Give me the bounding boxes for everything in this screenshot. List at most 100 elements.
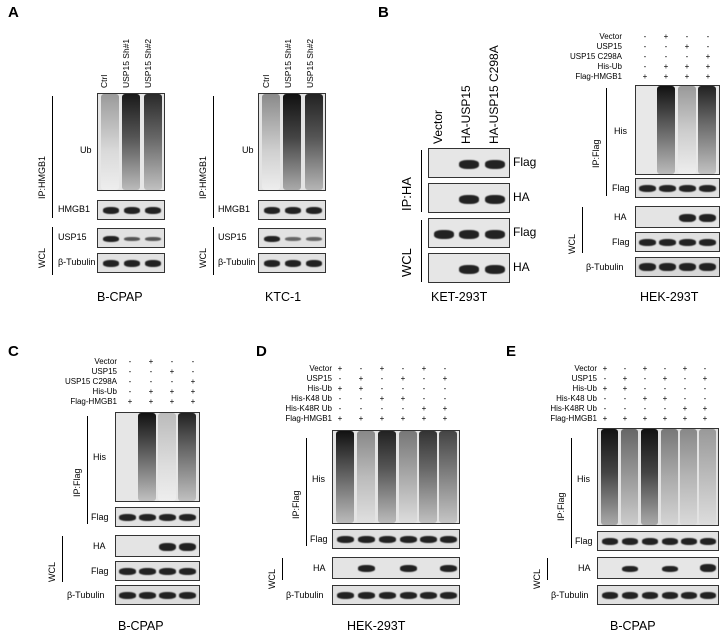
row-label-ha: HA	[614, 212, 627, 222]
bracket-wcl	[582, 207, 583, 253]
group-label-wcl: WCL	[532, 569, 542, 589]
lane-label: HA-USP15	[459, 85, 473, 144]
bracket-wcl	[52, 227, 53, 275]
blot-usp15	[97, 228, 165, 248]
blot-flag	[332, 529, 460, 549]
condition-row: Vector - + - -	[94, 357, 195, 366]
blot-his	[635, 85, 720, 175]
row-label-tubulin: β-Tubulin	[218, 257, 256, 267]
blot-tubulin	[332, 585, 460, 605]
blot-ub	[97, 93, 165, 191]
bracket-ip	[421, 150, 422, 212]
caption: B-CPAP	[610, 619, 656, 633]
blot-flag	[115, 507, 200, 527]
caption: KTC-1	[265, 290, 302, 304]
blot-tubulin	[115, 585, 200, 605]
row-label-his: His	[614, 126, 627, 136]
row-label-usp15: USP15	[58, 232, 87, 242]
panel-b-letter: B	[378, 4, 389, 21]
condition-row: USP15 C298A - - - +	[569, 52, 711, 61]
blot-his	[597, 428, 719, 526]
blot-ha	[332, 557, 460, 579]
caption: B-CPAP	[97, 290, 143, 304]
lane-label: USP15 Sh#2	[143, 38, 153, 88]
row-label-hmgb1: HMGB1	[218, 204, 251, 214]
row-label-ha: HA	[513, 190, 530, 204]
condition-row: USP15 - + - + - +	[571, 374, 708, 383]
row-label-hmgb1: HMGB1	[58, 204, 91, 214]
blot-flag	[635, 178, 720, 198]
condition-row: USP15 - - + -	[596, 42, 710, 51]
condition-row: His-K48 Ub - - + + - -	[556, 394, 707, 403]
lane-label: Ctrl	[99, 74, 109, 88]
group-label-wcl: WCL	[198, 248, 208, 268]
condition-row: Vector - + - -	[599, 32, 710, 41]
blot-ha	[597, 557, 719, 579]
blot-tubulin	[258, 253, 326, 273]
blot-usp15	[258, 228, 326, 248]
caption: KET-293T	[431, 290, 488, 304]
bracket-wcl	[421, 220, 422, 282]
blot-wcl-flag	[428, 218, 510, 248]
lane-label: HA-USP15 C298A	[487, 45, 501, 144]
panel-c-letter: C	[8, 343, 19, 360]
blot-ip-flag	[428, 148, 510, 178]
bracket-ip	[213, 96, 214, 218]
row-label-flag: Flag	[513, 225, 537, 239]
blot-flag	[597, 531, 719, 551]
row-label-ub: Ub	[80, 145, 92, 155]
bracket-ip	[87, 416, 88, 524]
caption: HEK-293T	[347, 619, 406, 633]
group-label-ip: IP:Flag	[591, 139, 601, 168]
row-label-ha: HA	[578, 563, 591, 573]
row-label-flag: Flag	[91, 512, 109, 522]
condition-row: Flag-HMGB1 + + + + + +	[285, 414, 448, 423]
group-label-wcl: WCL	[567, 234, 577, 254]
row-label-usp15: USP15	[218, 232, 247, 242]
lane-label: USP15 Sh#1	[283, 38, 293, 88]
condition-row: His-K48R Ub - - - - + +	[285, 404, 448, 413]
row-label-flag: Flag	[575, 536, 593, 546]
row-label-flag: Flag	[612, 183, 630, 193]
blot-hmgb1	[97, 200, 165, 220]
bracket-wcl	[62, 536, 63, 582]
group-label-ip: IP:Flag	[556, 492, 566, 521]
blot-his	[332, 430, 460, 524]
bracket-wcl	[547, 558, 548, 580]
panel-a-letter: A	[8, 4, 19, 21]
row-label-ha: HA	[313, 563, 326, 573]
condition-row: His-Ub + + - - - -	[572, 384, 707, 393]
blot-tubulin	[635, 257, 720, 277]
condition-row: His-K48 Ub - - + + - -	[291, 394, 447, 403]
row-label-tubulin: β-Tubulin	[586, 262, 624, 272]
bracket-ip	[606, 88, 607, 196]
group-label-ip: IP:Flag	[72, 468, 82, 497]
blot-wcl-ha	[428, 253, 510, 283]
group-label-ip: IP:HA	[399, 177, 414, 211]
caption: HEK-293T	[640, 290, 699, 304]
blot-hmgb1	[258, 200, 326, 220]
bracket-ip	[52, 96, 53, 218]
blot-ha	[115, 535, 200, 557]
condition-row: USP15 - + - + - +	[306, 374, 448, 383]
row-label-his: His	[312, 474, 325, 484]
row-label-flag: Flag	[513, 155, 537, 169]
blot-wcl-flag	[635, 232, 720, 252]
group-label-wcl: WCL	[267, 569, 277, 589]
group-label-wcl: WCL	[47, 562, 57, 582]
row-label-ub: Ub	[242, 145, 254, 155]
row-label-flag: Flag	[310, 534, 328, 544]
panel-d-letter: D	[256, 343, 267, 360]
row-label-his: His	[577, 474, 590, 484]
row-label-flag: Flag	[612, 237, 630, 247]
lane-label: USP15 Sh#2	[305, 38, 315, 88]
lane-label: Vector	[431, 109, 445, 144]
condition-row: Vector + - + - + -	[309, 364, 447, 373]
blot-his	[115, 412, 200, 502]
blot-tubulin	[597, 585, 719, 605]
bracket-ip	[571, 438, 572, 548]
caption: B-CPAP	[118, 619, 164, 633]
row-label-tubulin: β-Tubulin	[551, 590, 589, 600]
blot-ha	[635, 206, 720, 228]
group-label-ip: IP:HMGB1	[198, 155, 208, 199]
